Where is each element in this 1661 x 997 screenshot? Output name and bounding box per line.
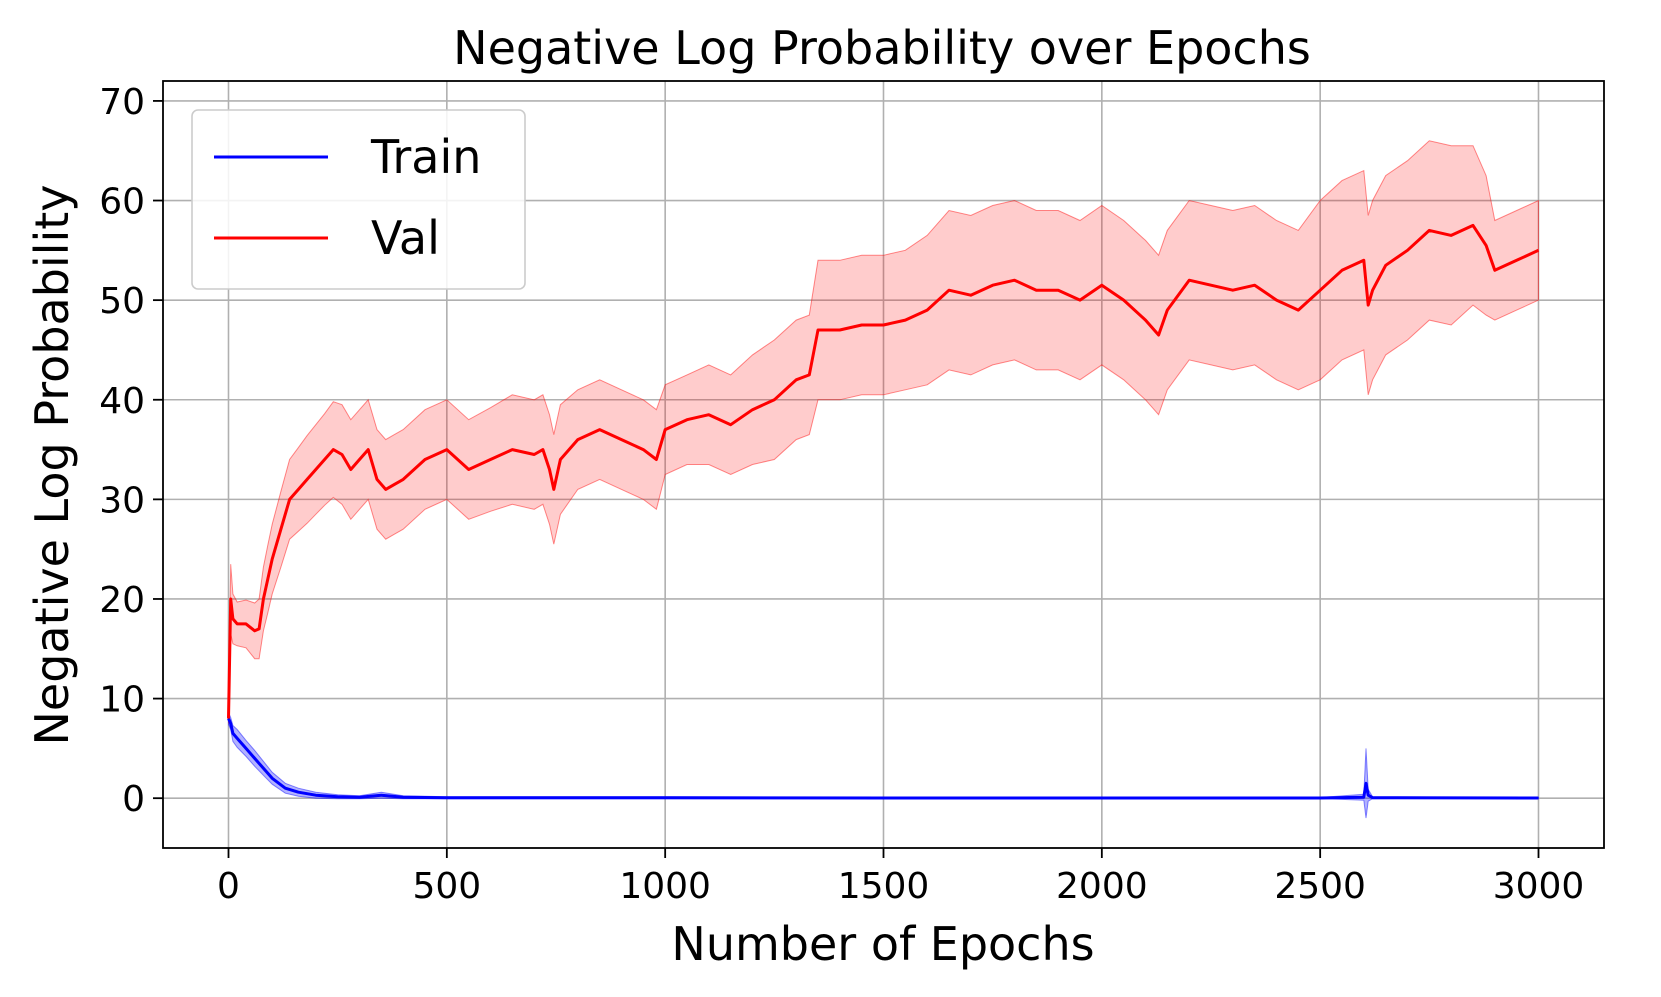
train-band (228, 712, 1539, 819)
x-tick-label: 3000 (1493, 866, 1585, 907)
legend-label-val: Val (371, 211, 440, 265)
y-tick-label: 70 (99, 82, 145, 123)
legend-label-train: Train (370, 130, 481, 184)
x-tick-label: 2000 (1056, 866, 1148, 907)
y-tick-label: 20 (99, 580, 145, 621)
x-axis-label: Number of Epochs (671, 917, 1094, 971)
legend: Train Val (191, 109, 526, 290)
y-axis-label: Negative Log Probability (25, 184, 79, 745)
axis-ticks: 0 500 1000 1500 2000 2500 3000 0 10 20 30 40 50 60 70 (99, 82, 1584, 907)
x-tick-label: 500 (412, 866, 481, 907)
x-tick-label: 1000 (619, 866, 711, 907)
y-tick-label: 40 (99, 381, 145, 422)
x-tick-label: 1500 (838, 866, 930, 907)
y-tick-label: 60 (99, 182, 145, 223)
train-line (227, 717, 1539, 800)
y-tick-label: 0 (122, 779, 145, 820)
y-tick-label: 30 (99, 480, 145, 521)
y-tick-label: 50 (99, 281, 145, 322)
series-lines (227, 223, 1540, 800)
val-line (227, 223, 1540, 719)
y-tick-label: 10 (99, 680, 145, 721)
legend-box (191, 109, 526, 290)
x-tick-label: 2500 (1274, 866, 1366, 907)
x-tick-label: 0 (217, 866, 240, 907)
chart-title: Negative Log Probability over Epochs (453, 21, 1311, 75)
